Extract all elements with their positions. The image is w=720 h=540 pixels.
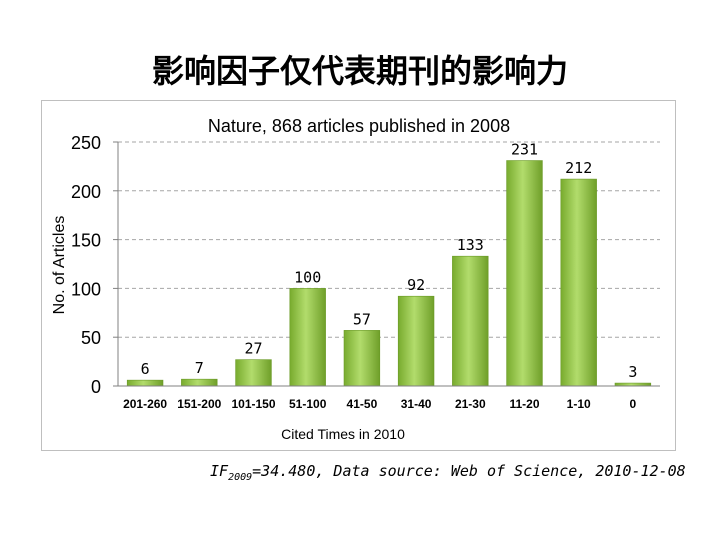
x-tick-label: 101-150 bbox=[231, 397, 275, 411]
bar bbox=[560, 178, 597, 387]
source-text: =34.480, Data source: Web of Science, 20… bbox=[252, 462, 686, 480]
y-tick-label: 150 bbox=[71, 231, 101, 251]
bar-value-label: 133 bbox=[457, 236, 484, 254]
bar bbox=[506, 160, 543, 387]
x-tick-label: 11-20 bbox=[509, 397, 539, 411]
bar-value-label: 231 bbox=[511, 141, 538, 159]
y-tick-label: 250 bbox=[71, 133, 101, 153]
y-tick-label: 100 bbox=[71, 279, 101, 299]
y-tick-label: 50 bbox=[81, 328, 101, 348]
x-tick-label: 21-30 bbox=[455, 397, 486, 411]
bar bbox=[181, 378, 218, 387]
bar bbox=[126, 379, 164, 387]
bar bbox=[289, 288, 326, 387]
bar-value-label: 100 bbox=[294, 268, 321, 286]
y-axis-label: No. of Articles bbox=[51, 216, 68, 315]
bar-value-label: 3 bbox=[628, 363, 637, 381]
bar bbox=[235, 359, 272, 387]
x-tick-label: 0 bbox=[630, 397, 637, 411]
x-axis-label: Cited Times in 2010 bbox=[281, 426, 405, 442]
bar bbox=[397, 295, 435, 387]
x-tick-label: 1-10 bbox=[567, 397, 591, 411]
if-year: 2009 bbox=[228, 472, 253, 483]
bar bbox=[343, 330, 381, 387]
bar-value-label: 212 bbox=[565, 159, 592, 177]
if-prefix: IF bbox=[210, 462, 229, 480]
bar bbox=[452, 255, 489, 387]
bar-value-label: 6 bbox=[141, 360, 150, 378]
x-tick-label: 51-100 bbox=[289, 397, 327, 411]
y-tick-label: 200 bbox=[71, 182, 101, 202]
bar-value-label: 7 bbox=[195, 359, 204, 377]
y-tick-label: 0 bbox=[91, 377, 101, 397]
chart-title: Nature, 868 articles published in 2008 bbox=[208, 116, 510, 136]
source-note: IF2009=34.480, Data source: Web of Scien… bbox=[210, 462, 710, 483]
x-tick-label: 41-50 bbox=[347, 397, 378, 411]
x-tick-label: 31-40 bbox=[401, 397, 432, 411]
bar-value-label: 92 bbox=[407, 276, 425, 294]
slide-title: 影响因子仅代表期刊的影响力 bbox=[151, 52, 568, 90]
bar-value-label: 27 bbox=[244, 340, 262, 358]
bar-value-label: 57 bbox=[353, 310, 371, 328]
x-tick-label: 201-260 bbox=[123, 397, 167, 411]
x-tick-label: 151-200 bbox=[177, 397, 221, 411]
